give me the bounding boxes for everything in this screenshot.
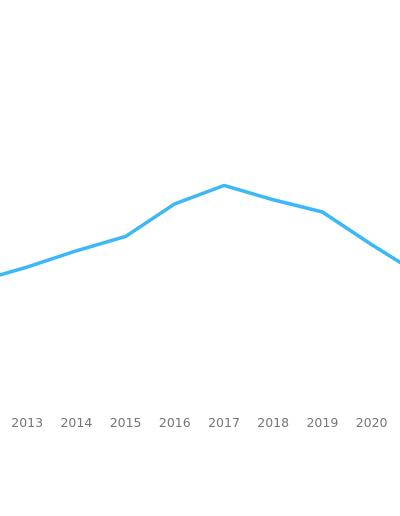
x-tick-label-2017: 2017 (208, 415, 240, 430)
x-tick-label-2015: 2015 (110, 415, 142, 430)
x-tick-label-2020: 2020 (356, 415, 388, 430)
series-line-0 (0, 183, 400, 277)
x-tick-label-2014: 2014 (60, 415, 92, 430)
x-axis-tick-labels: 2013 2014 2015 2016 2017 2018 2019 2020 (11, 415, 387, 430)
x-tick-label-2019: 2019 (306, 415, 338, 430)
x-tick-label-2016: 2016 (159, 415, 191, 430)
series-layer (0, 183, 400, 277)
x-tick-label-2013: 2013 (11, 415, 43, 430)
x-tick-label-2018: 2018 (257, 415, 289, 430)
